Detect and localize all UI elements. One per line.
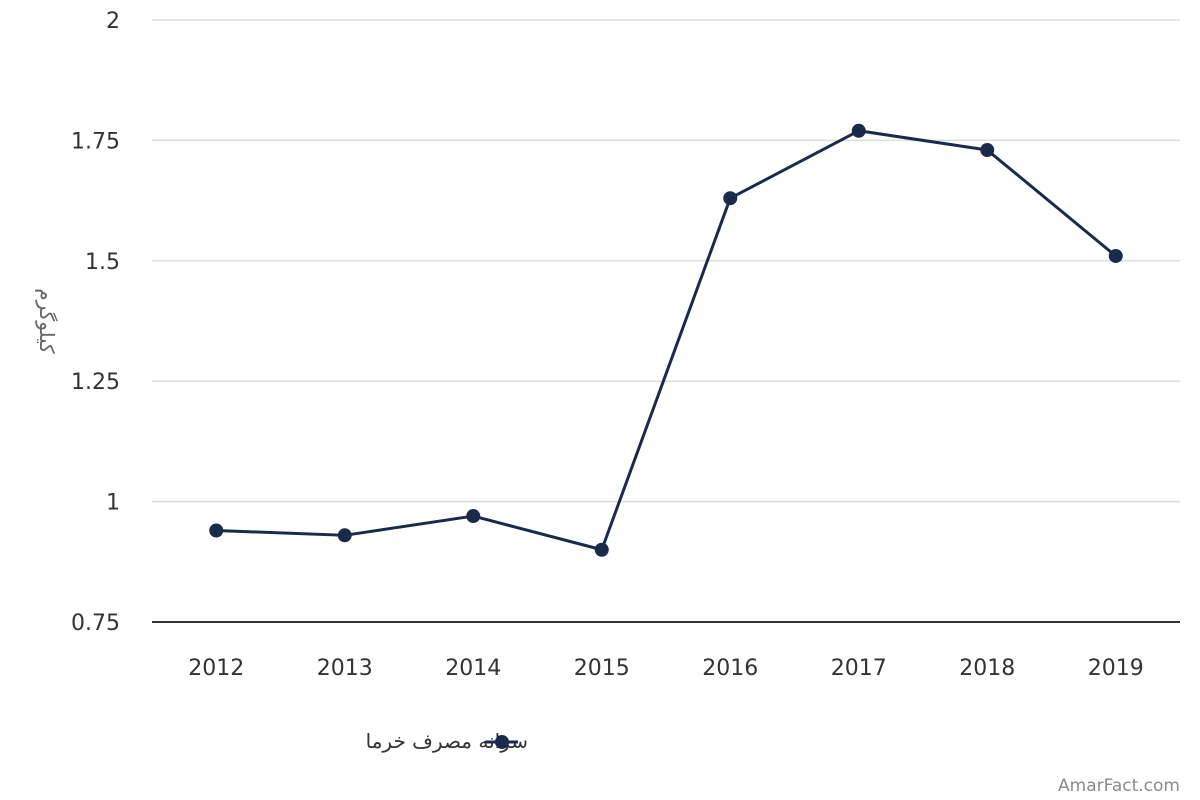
y-tick-label: 0.75: [71, 611, 120, 636]
data-point[interactable]: [723, 191, 738, 206]
data-point[interactable]: [466, 509, 481, 524]
legend[interactable]: سرانه مصرف خرما: [366, 729, 528, 753]
data-point[interactable]: [1108, 248, 1123, 263]
x-tick-label: 2018: [959, 656, 1015, 681]
x-tick-label: 2013: [317, 656, 373, 681]
x-tick-label: 2017: [831, 656, 887, 681]
series-layer: [209, 123, 1123, 557]
y-tick-label: 1: [106, 491, 120, 516]
x-tick-label: 2014: [445, 656, 501, 681]
legend-marker: [495, 735, 509, 749]
data-point[interactable]: [594, 542, 609, 557]
x-tick-label: 2019: [1088, 656, 1144, 681]
y-axis-title: کیلوگرم: [35, 288, 59, 354]
x-tick-label: 2012: [188, 656, 244, 681]
data-point[interactable]: [980, 143, 995, 158]
y-tick-labels: 0.75 1 1.25 1.5 1.75 2: [71, 9, 120, 636]
y-tick-label: 1.75: [71, 129, 120, 154]
x-tick-label: 2016: [702, 656, 758, 681]
data-point[interactable]: [851, 123, 866, 138]
data-point[interactable]: [337, 528, 352, 543]
x-tick-labels: 2012 2013 2014 2015 2016 2017 2018 2019: [188, 656, 1144, 681]
y-tick-label: 1.5: [85, 250, 120, 275]
y-tick-label: 2: [106, 9, 120, 34]
watermark: AmarFact.com: [1058, 776, 1180, 796]
x-tick-label: 2015: [574, 656, 630, 681]
gridlines: [152, 19, 1180, 503]
y-tick-label: 1.25: [71, 370, 120, 395]
series-line: [216, 129, 1117, 552]
data-point[interactable]: [209, 523, 224, 538]
